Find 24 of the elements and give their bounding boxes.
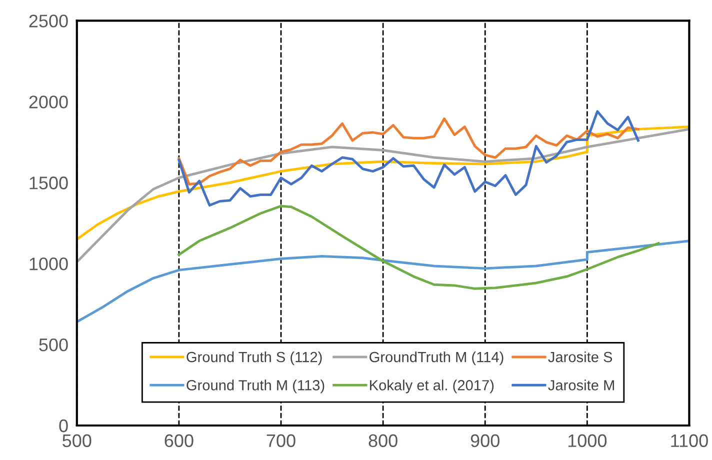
x-tick-label: 900	[470, 434, 500, 448]
y-tick-label: 2000	[29, 96, 68, 108]
y-tick-label: 2500	[29, 14, 68, 28]
x-tick-label: 1000	[568, 434, 607, 448]
y-tick-label: 500	[39, 338, 68, 352]
legend-label: Jarosite S	[548, 351, 612, 362]
x-tick-label: 1100	[671, 434, 708, 448]
legend-label: Ground Truth M (113)	[186, 380, 324, 394]
legend-label: GroundTruth M (114)	[370, 351, 504, 366]
line-series	[178, 110, 640, 207]
line-series	[178, 117, 640, 186]
x-tick-label: 700	[266, 434, 296, 448]
legend-label: Kokaly et al. (2017)	[370, 380, 494, 394]
x-tick-label: 600	[164, 434, 194, 448]
line-series	[76, 240, 690, 324]
y-tick-label: 1000	[30, 258, 68, 270]
line-series	[178, 204, 660, 290]
y-tick-label: 0	[59, 419, 68, 432]
legend-label: Ground Truth S (112)	[186, 351, 322, 366]
x-tick-label: 800	[368, 434, 398, 448]
line-series	[76, 128, 690, 264]
x-tick-label: 500	[62, 434, 92, 448]
y-tick-label: 1500	[30, 176, 68, 190]
legend-label: Jarosite M	[548, 380, 614, 390]
